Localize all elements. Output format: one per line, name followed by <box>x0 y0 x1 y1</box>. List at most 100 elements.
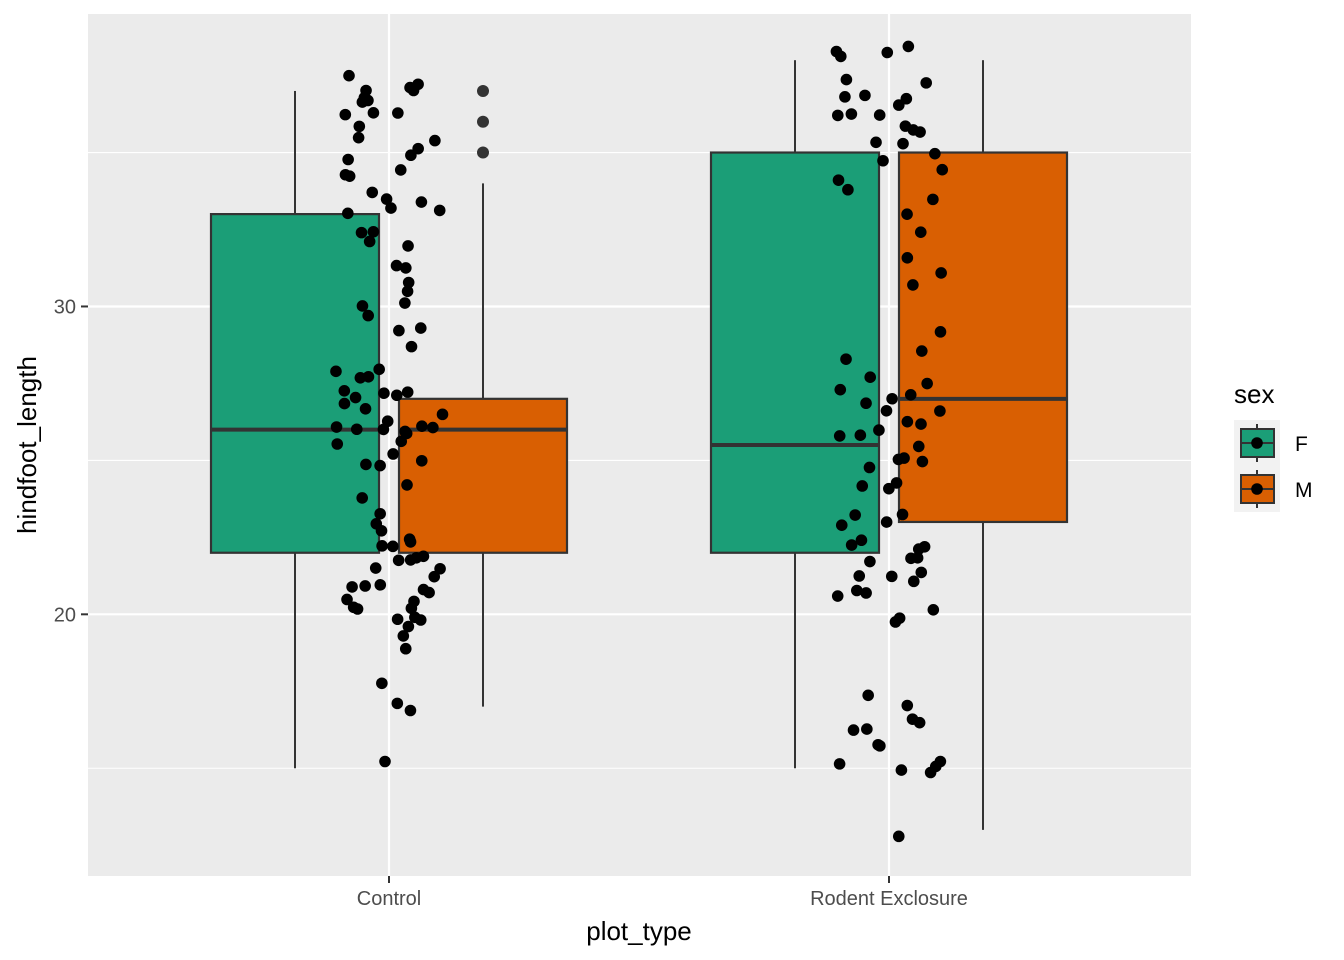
box-body <box>209 213 381 554</box>
jitter-point <box>367 107 380 119</box>
jitter-point <box>897 137 909 150</box>
jitter-point <box>408 595 420 608</box>
jitter-point <box>417 550 430 563</box>
jitter-point <box>863 461 876 474</box>
jitter-point <box>366 186 379 199</box>
jitter-point <box>394 164 407 176</box>
jitter-point <box>392 554 405 567</box>
jitter-point <box>920 77 932 89</box>
jitter-point <box>399 642 412 655</box>
legend-label: M <box>1295 479 1313 502</box>
jitter-point <box>381 415 394 428</box>
jitter-point <box>393 324 405 337</box>
jitter-point <box>405 340 418 353</box>
jitter-point <box>433 204 446 217</box>
jitter-point <box>404 704 417 717</box>
jitter-point <box>339 168 352 181</box>
jitter-point <box>355 226 368 239</box>
jitter-point <box>854 429 867 442</box>
jitter-point <box>873 109 886 121</box>
jitter-point <box>354 372 367 384</box>
jitter-point <box>401 386 414 398</box>
jitter-point <box>353 120 366 133</box>
jitter-point <box>376 540 388 552</box>
jitter-point <box>373 363 385 376</box>
jitter-point <box>352 131 365 144</box>
jitter-point <box>359 403 372 415</box>
jitter-point <box>399 297 411 309</box>
jitter-point <box>362 309 374 322</box>
jitter-point <box>387 448 399 460</box>
jitter-point <box>934 326 947 338</box>
jitter-point <box>402 620 415 633</box>
legend-key-point <box>1251 437 1263 449</box>
jitter-point <box>429 134 441 147</box>
jitter-point <box>899 120 912 132</box>
jitter-point <box>892 830 905 843</box>
jitter-point <box>374 507 386 520</box>
jitter-point <box>375 524 388 537</box>
jitter-point <box>842 183 854 196</box>
y-axis-title: hindfoot_length <box>12 356 42 534</box>
jitter-point <box>929 147 941 160</box>
jitter-point <box>414 614 427 626</box>
jitter-point <box>363 235 376 248</box>
jitter-point <box>845 108 858 120</box>
x-tick-label: Rodent Exclosure <box>810 888 968 910</box>
jitter-point <box>881 46 894 59</box>
jitter-point <box>436 408 449 421</box>
jitter-point <box>840 73 853 86</box>
jitter-point <box>330 421 343 433</box>
jitter-point <box>834 383 847 396</box>
jitter-point <box>350 423 363 436</box>
outlier-point <box>477 146 489 159</box>
outlier-point <box>477 115 489 128</box>
jitter-point <box>434 562 446 575</box>
legend-entry-M: M <box>1240 470 1313 508</box>
jitter-point <box>367 225 380 238</box>
box-body <box>709 151 881 554</box>
jitter-point <box>378 387 390 399</box>
legend-label: F <box>1295 433 1308 456</box>
jitter-point <box>831 590 844 602</box>
jitter-point <box>833 430 846 442</box>
jitter-point <box>915 418 927 430</box>
jitter-point <box>391 389 403 402</box>
jitter-point <box>391 613 404 626</box>
jitter-point <box>405 149 417 162</box>
jitter-point <box>358 91 371 104</box>
jitter-point <box>397 630 410 642</box>
jitter-point <box>428 570 441 583</box>
jitter-point <box>900 92 913 105</box>
jitter-point <box>339 108 352 121</box>
jitter-point <box>343 69 355 82</box>
jitter-point <box>391 697 404 710</box>
jitter-point <box>901 415 914 428</box>
jitter-point <box>916 455 929 468</box>
jitter-point <box>360 458 372 471</box>
box-F-control <box>209 90 381 769</box>
jitter-point <box>369 562 382 574</box>
jitter-point <box>400 262 412 274</box>
jitter-point <box>427 421 439 434</box>
jitter-point <box>915 566 928 579</box>
jitter-point <box>835 519 848 531</box>
jitter-point <box>864 555 876 568</box>
jitter-point <box>359 580 371 592</box>
jitter-point <box>855 534 868 547</box>
jitter-point <box>356 492 369 504</box>
jitter-point <box>860 397 872 410</box>
jitter-point <box>417 583 430 596</box>
jitter-point <box>374 579 387 591</box>
jitter-point <box>924 766 937 779</box>
jitter-point <box>849 509 861 521</box>
jitter-point <box>901 699 914 712</box>
jitter-points <box>330 40 949 843</box>
jitter-point <box>889 616 902 628</box>
jitter-point <box>374 459 386 472</box>
jitter-point <box>862 689 874 702</box>
jitter-point <box>351 603 364 615</box>
box-F-rodent-exclosure <box>709 60 881 769</box>
jitter-point <box>404 554 417 566</box>
jitter-point <box>845 539 858 551</box>
